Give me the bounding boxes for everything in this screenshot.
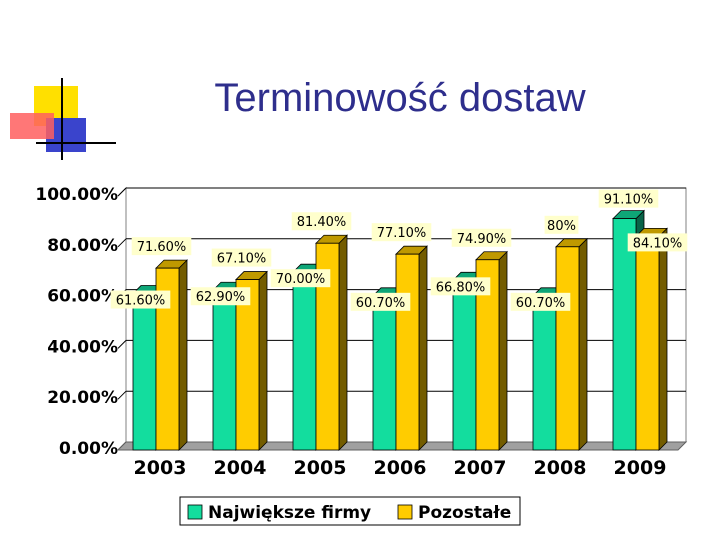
legend-swatch-pozostale [397, 504, 413, 520]
x-tick-label: 2005 [294, 457, 347, 479]
data-label-najwieksze-firmy: 60.70% [516, 296, 566, 311]
data-label-najwieksze-firmy: 61.60% [116, 294, 166, 309]
bar-side [418, 245, 428, 451]
bar-najwieksze-firmy [132, 293, 157, 451]
data-label-box [211, 248, 272, 267]
data-label-pozostale: 81.40% [297, 215, 347, 230]
bar-pozostale [395, 253, 420, 451]
bar-pozostale [635, 235, 660, 451]
data-label-pozostale: 71.60% [137, 240, 187, 255]
data-label-box [627, 233, 688, 252]
bar-najwieksze-firmy [612, 218, 637, 451]
bar-najwieksze-firmy [452, 279, 477, 451]
data-label-pozostale: 80% [547, 219, 576, 234]
plot-side-wall [117, 186, 127, 451]
y-tick-label: 40.00% [47, 337, 118, 357]
y-tick-label: 80.00% [47, 236, 118, 256]
slide-title: Terminowość dostaw [214, 76, 586, 120]
bar-side [658, 227, 668, 451]
data-label-najwieksze-firmy: 91.10% [604, 193, 654, 208]
gridline-depth [117, 187, 127, 197]
y-tick-label: 0.00% [59, 439, 118, 459]
y-tick-label: 60.00% [47, 287, 118, 307]
bar-najwieksze-firmy [212, 289, 237, 451]
y-tick-label: 20.00% [47, 388, 118, 408]
data-label-box [350, 292, 411, 311]
data-label-box [131, 237, 192, 256]
gridline-depth [117, 238, 127, 248]
data-label-box [291, 212, 352, 231]
bar-pozostale [235, 279, 260, 451]
bar-side [578, 237, 588, 451]
data-label-pozostale: 84.10% [633, 236, 683, 251]
legend-box [179, 496, 521, 526]
data-label-najwieksze-firmy: 70.00% [276, 272, 326, 287]
data-label-box [451, 228, 512, 247]
data-label-box [510, 292, 571, 311]
legend-label-pozostale: Pozostałe [418, 503, 511, 523]
data-label-box [371, 223, 432, 242]
bar-side [338, 234, 348, 451]
bar-pozostale [475, 259, 500, 451]
data-label-box [190, 287, 251, 306]
bar-pozostale [555, 246, 580, 451]
bar-side [178, 259, 188, 451]
data-label-najwieksze-firmy: 66.80% [436, 280, 486, 295]
bar-najwieksze-firmy [372, 295, 397, 451]
data-label-box [430, 277, 491, 296]
x-tick-label: 2007 [454, 457, 507, 479]
x-tick-label: 2008 [534, 457, 587, 479]
data-label-najwieksze-firmy: 62.90% [196, 290, 246, 305]
data-label-box [270, 269, 331, 288]
y-tick-label: 100.00% [35, 185, 118, 205]
bar-side [498, 250, 508, 451]
legend-swatch-najwieksze-firmy [187, 504, 203, 520]
bar-najwieksze-firmy [292, 271, 317, 451]
title-decoration [10, 78, 116, 160]
x-tick-label: 2006 [374, 457, 427, 479]
data-label-box [110, 290, 171, 309]
gridline-depth [117, 390, 127, 400]
data-label-pozostale: 74.90% [457, 232, 507, 247]
legend-label-najwieksze-firmy: Największe firmy [208, 503, 371, 523]
bar-side [258, 270, 268, 451]
data-label-box [598, 189, 659, 208]
bar-najwieksze-firmy [532, 295, 557, 451]
data-label-najwieksze-firmy: 60.70% [356, 296, 406, 311]
x-tick-label: 2004 [214, 457, 267, 479]
data-label-pozostale: 67.10% [217, 252, 267, 267]
x-tick-label: 2009 [614, 457, 667, 479]
bar-pozostale [315, 242, 340, 451]
x-tick-label: 2003 [134, 457, 187, 479]
data-label-box [544, 215, 579, 234]
data-label-pozostale: 77.10% [377, 226, 427, 241]
gridline-depth [117, 340, 127, 349]
bar-pozostale [155, 267, 180, 451]
